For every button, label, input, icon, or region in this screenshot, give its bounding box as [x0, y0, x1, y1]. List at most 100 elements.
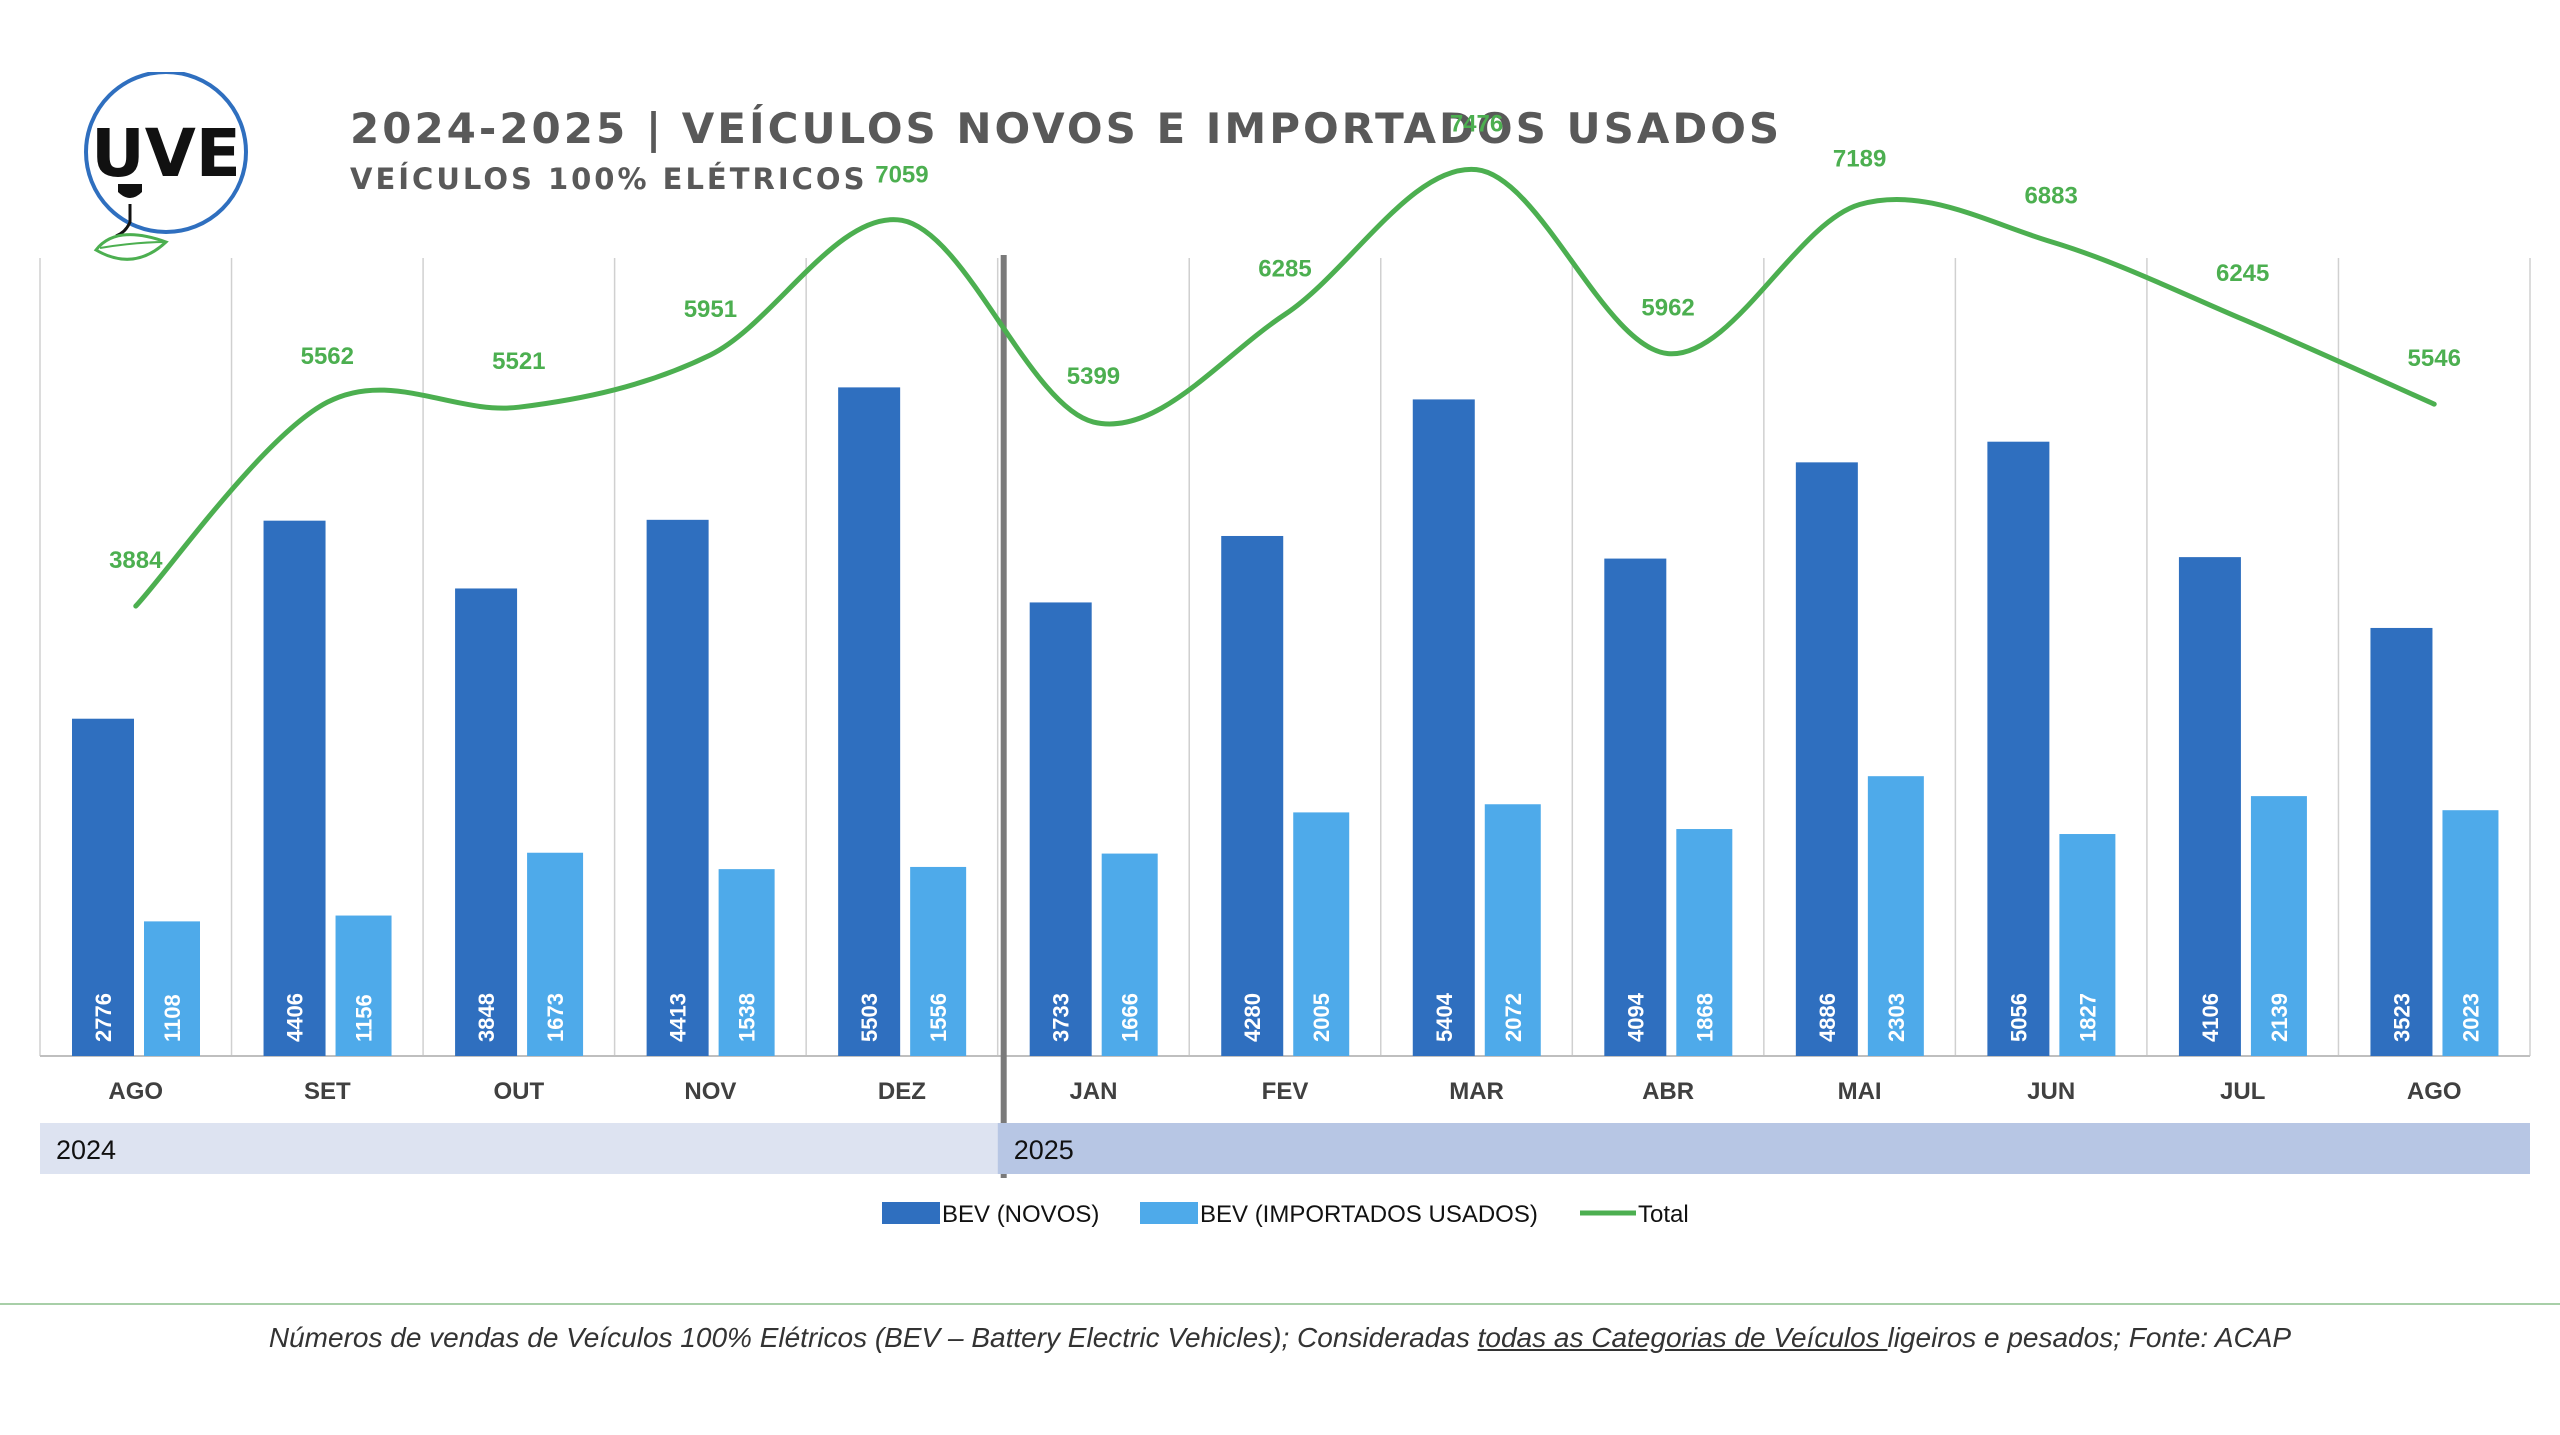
bar-novos-ago — [72, 718, 134, 1056]
total-label: 6245 — [2216, 260, 2269, 287]
total-label: 7189 — [1833, 146, 1886, 173]
total-label: 7476 — [1450, 111, 1503, 138]
bar-novos-jun — [1987, 441, 2050, 1056]
bar-label-novos: 4886 — [1815, 993, 1840, 1042]
bar-label-novos: 5503 — [857, 993, 882, 1042]
total-label: 5962 — [1641, 295, 1694, 322]
tick-label: SET — [304, 1078, 351, 1105]
bar-label-novos: 3523 — [2389, 993, 2414, 1042]
footnote: Números de vendas de Veículos 100% Elétr… — [0, 1322, 2560, 1354]
bar-novos-mai — [1795, 462, 1858, 1056]
tick-label: MAR — [1449, 1078, 1504, 1105]
tick-label: FEV — [1262, 1078, 1309, 1105]
year-label-2025: 2025 — [1014, 1135, 1074, 1165]
total-label: 5546 — [2408, 345, 2461, 372]
total-label: 5521 — [492, 348, 545, 375]
gridlines — [39, 255, 2531, 1178]
bar-label-importados: 1108 — [160, 994, 185, 1042]
legend-label-novos: BEV (NOVOS) — [942, 1201, 1099, 1228]
tick-label: NOV — [684, 1078, 736, 1105]
bar-label-novos: 4094 — [1623, 992, 1648, 1042]
sales-chart: 2024 2025 2776 1108 4406 1156 3848 1673 4413 153… — [39, 111, 2531, 1228]
bar-label-novos: 4280 — [1240, 993, 1265, 1042]
uve-logo: UVE — [84, 72, 248, 261]
footnote-underlined-text: todas as Categorias de Veículos — [1477, 1322, 1888, 1353]
total-label: 6285 — [1258, 255, 1311, 282]
bar-label-importados: 1868 — [1692, 993, 1717, 1042]
tick-label: DEZ — [878, 1078, 926, 1105]
total-label: 5951 — [684, 296, 737, 323]
bar-importados-abr — [1676, 829, 1733, 1056]
bar-importados-out — [527, 852, 584, 1056]
bar-label-novos: 4106 — [2198, 993, 2223, 1042]
tick-label: JUL — [2220, 1078, 2265, 1105]
bar-label-importados: 2139 — [2267, 993, 2292, 1042]
bars: 2776 1108 4406 1156 3848 1673 4413 1538 5503 1556… — [72, 387, 2499, 1056]
footnote-text: Números de vendas de Veículos 100% Elétr… — [268, 1322, 1478, 1353]
bar-label-importados: 2072 — [1501, 993, 1526, 1042]
bar-label-novos: 4413 — [666, 993, 691, 1042]
bar-novos-out — [455, 588, 518, 1056]
bar-label-novos: 3848 — [474, 993, 499, 1042]
total-label: 6883 — [2024, 183, 2077, 210]
tick-label: AGO — [2407, 1078, 2462, 1105]
x-axis-ticks: AGO SET OUT NOV DEZ JAN FEV MAR ABR MAI JUN JUL AGO — [108, 1078, 2461, 1105]
bar-label-importados: 1666 — [1118, 993, 1143, 1042]
bar-novos-nov — [646, 519, 709, 1056]
bar-novos-ago — [2370, 627, 2433, 1056]
bar-importados-nov — [718, 869, 775, 1056]
bar-label-importados: 1673 — [543, 993, 568, 1042]
legend-label-total: Total — [1638, 1201, 1689, 1228]
bar-importados-jan — [1101, 853, 1158, 1056]
legend-swatch-importados — [1140, 1202, 1198, 1224]
legend-swatch-novos — [882, 1202, 940, 1224]
bar-importados-jun — [2059, 834, 2116, 1056]
footer-divider — [0, 1303, 2560, 1305]
bar-label-novos: 5404 — [1432, 992, 1457, 1042]
bar-importados-ago — [2442, 810, 2499, 1056]
total-line: 3884 5562 5521 5951 7059 5399 6285 7476 5962 7189… — [109, 111, 2461, 609]
tick-label: JAN — [1069, 1078, 1117, 1105]
tick-label: JUN — [2027, 1078, 2075, 1105]
bar-label-importados: 1556 — [926, 993, 951, 1042]
bar-importados-set — [335, 915, 392, 1056]
chart-subtitle: VEÍCULOS 100% ELÉTRICOS — [350, 162, 868, 196]
year-bands: 2024 2025 — [40, 1123, 2530, 1174]
chart-title: 2024-2025 | VEÍCULOS NOVOS E IMPORTADOS … — [350, 104, 1783, 153]
year-label-2024: 2024 — [56, 1135, 116, 1165]
bar-novos-jul — [2178, 557, 2241, 1056]
bar-novos-set — [263, 520, 326, 1056]
bar-label-novos: 3733 — [1049, 993, 1074, 1042]
total-label: 5399 — [1067, 363, 1120, 390]
tick-label: ABR — [1642, 1078, 1694, 1105]
bar-label-novos: 2776 — [91, 993, 116, 1042]
total-label: 7059 — [875, 161, 928, 188]
bar-novos-jan — [1029, 602, 1092, 1056]
bar-importados-mai — [1867, 776, 1924, 1056]
bar-novos-fev — [1221, 535, 1284, 1056]
tick-label: AGO — [108, 1078, 163, 1105]
total-label: 5562 — [301, 343, 354, 370]
bar-label-importados: 1827 — [2075, 993, 2100, 1042]
legend-label-importados: BEV (IMPORTADOS USADOS) — [1200, 1201, 1538, 1228]
bar-label-novos: 4406 — [283, 993, 308, 1042]
bar-importados-mar — [1484, 804, 1541, 1056]
bar-importados-jul — [2250, 796, 2307, 1056]
bar-label-importados: 2023 — [2458, 993, 2483, 1042]
logo-text: UVE — [91, 115, 241, 192]
bar-label-importados: 2303 — [1884, 993, 1909, 1042]
year-band-2025 — [997, 1123, 2530, 1174]
bar-importados-fev — [1293, 812, 1350, 1056]
bar-novos-mar — [1412, 399, 1475, 1056]
legend: BEV (NOVOS) BEV (IMPORTADOS USADOS) Total — [882, 1201, 1689, 1228]
year-band-2024 — [40, 1123, 998, 1174]
bar-importados-ago — [144, 921, 200, 1056]
bar-importados-dez — [910, 866, 967, 1056]
bar-novos-dez — [838, 387, 901, 1056]
bar-label-novos: 5056 — [2006, 993, 2031, 1042]
footnote-text-end: ligeiros e pesados; Fonte: ACAP — [1887, 1322, 2292, 1353]
tick-label: OUT — [494, 1078, 545, 1105]
tick-label: MAI — [1838, 1078, 1882, 1105]
bar-label-importados: 2005 — [1309, 993, 1334, 1042]
bar-label-importados: 1156 — [352, 994, 377, 1042]
